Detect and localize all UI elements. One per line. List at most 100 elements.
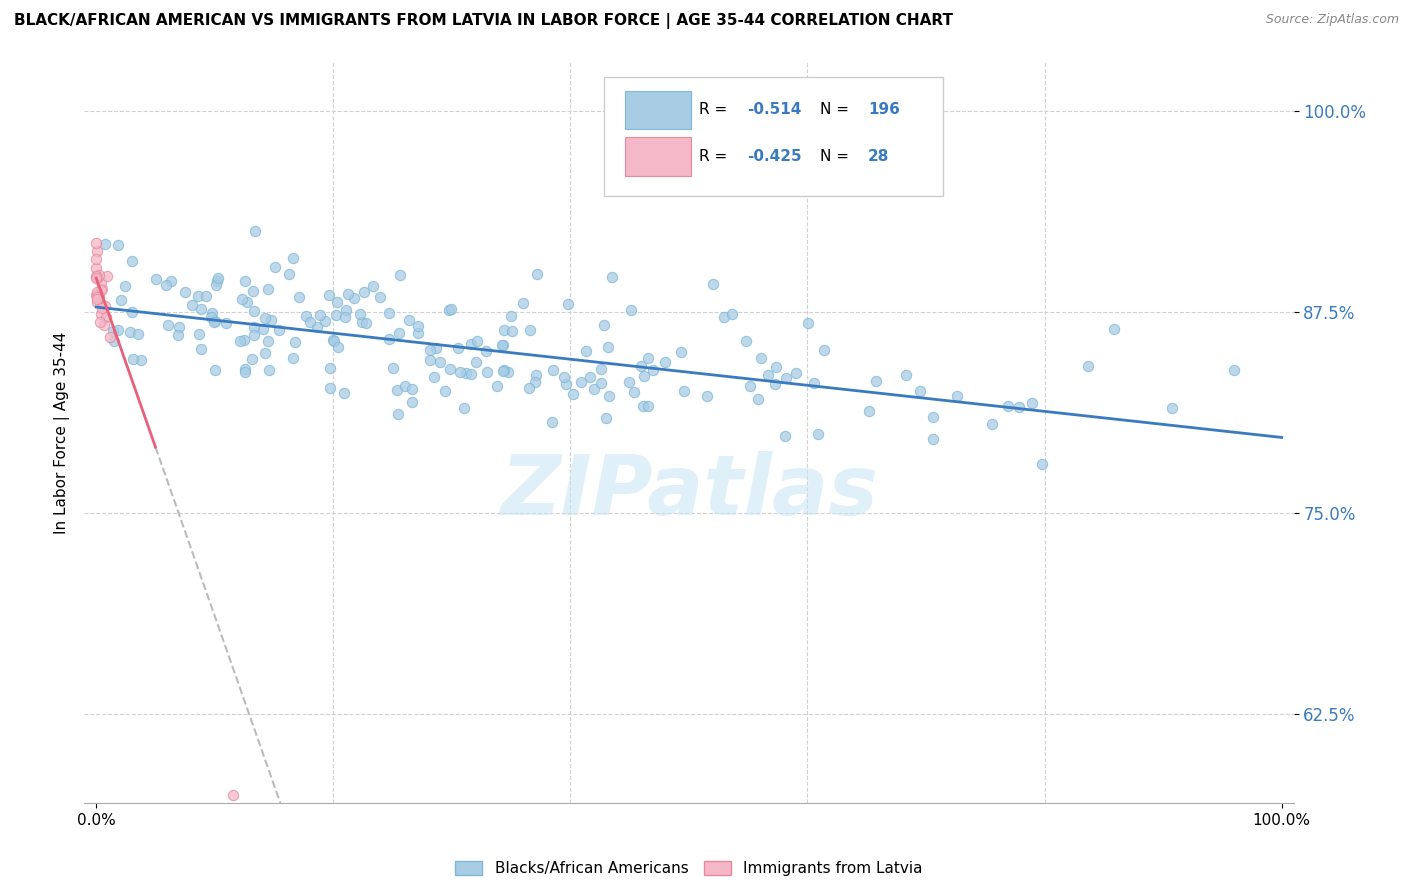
Point	[278, 267, 301, 281]
Point	[98, 329, 121, 343]
Point	[643, 362, 665, 376]
Point	[284, 334, 307, 349]
Point	[401, 395, 423, 409]
Point	[592, 318, 614, 332]
Point	[174, 285, 197, 299]
Point	[86, 295, 108, 310]
Point	[190, 342, 212, 356]
Point	[595, 411, 617, 425]
Point	[406, 326, 429, 341]
Point	[738, 378, 761, 392]
Point	[796, 316, 818, 330]
Point	[620, 302, 643, 317]
Point	[775, 370, 797, 384]
Point	[120, 326, 142, 340]
Point	[187, 326, 209, 341]
Legend: Blacks/African Americans, Immigrants from Latvia: Blacks/African Americans, Immigrants fro…	[449, 855, 929, 882]
Point	[314, 314, 336, 328]
Point	[363, 279, 385, 293]
Point	[89, 315, 111, 329]
Point	[204, 363, 226, 377]
Point	[499, 310, 522, 324]
Point	[449, 365, 471, 379]
Point	[190, 301, 212, 316]
Point	[894, 368, 917, 382]
Point	[633, 399, 655, 413]
Text: N =: N =	[820, 102, 853, 117]
Point	[378, 332, 401, 346]
Point	[240, 351, 263, 366]
Point	[485, 379, 508, 393]
Point	[233, 334, 256, 348]
Point	[1008, 401, 1031, 415]
Point	[1077, 359, 1099, 373]
Point	[145, 272, 167, 286]
Point	[454, 366, 477, 380]
Point	[589, 376, 612, 390]
Text: R =: R =	[699, 102, 731, 117]
Point	[121, 305, 143, 319]
Point	[350, 315, 373, 329]
Point	[205, 278, 228, 293]
Point	[326, 295, 349, 310]
Point	[86, 290, 108, 304]
Point	[735, 334, 758, 348]
Point	[89, 289, 111, 303]
Text: 28: 28	[868, 149, 889, 164]
Point	[394, 379, 416, 393]
Point	[598, 389, 620, 403]
Point	[578, 370, 600, 384]
Point	[243, 328, 266, 343]
Point	[84, 260, 107, 275]
Point	[524, 375, 547, 389]
Point	[167, 320, 190, 334]
Point	[561, 387, 583, 401]
Point	[94, 299, 117, 313]
Point	[267, 323, 290, 337]
Point	[865, 374, 887, 388]
Point	[127, 326, 149, 341]
Point	[633, 369, 655, 384]
Point	[349, 307, 371, 321]
Point	[305, 320, 328, 334]
Point	[401, 382, 423, 396]
Point	[422, 369, 444, 384]
Point	[166, 327, 188, 342]
Point	[908, 384, 931, 398]
Point	[517, 381, 540, 395]
Point	[368, 290, 391, 304]
Point	[554, 377, 576, 392]
Point	[229, 334, 252, 349]
Point	[325, 308, 347, 322]
Point	[353, 285, 375, 299]
Point	[90, 282, 112, 296]
Point	[492, 323, 515, 337]
Point	[385, 383, 408, 397]
Point	[283, 251, 305, 265]
Point	[107, 323, 129, 337]
Point	[94, 237, 117, 252]
Text: R =: R =	[699, 149, 731, 164]
Point	[319, 381, 342, 395]
Point	[207, 271, 229, 285]
Text: ZIPatlas: ZIPatlas	[501, 451, 877, 533]
Point	[713, 310, 735, 325]
Point	[378, 306, 401, 320]
Point	[318, 361, 340, 376]
Point	[204, 314, 226, 328]
Point	[569, 376, 592, 390]
Point	[433, 384, 456, 398]
Point	[519, 323, 541, 337]
Point	[696, 389, 718, 403]
Point	[1102, 322, 1125, 336]
Point	[86, 252, 108, 267]
Point	[387, 407, 409, 421]
Point	[114, 279, 136, 293]
Point	[233, 365, 256, 379]
Text: -0.514: -0.514	[747, 102, 801, 117]
Point	[202, 315, 225, 329]
Point	[440, 301, 463, 316]
Point	[122, 351, 145, 366]
Point	[465, 354, 488, 368]
Point	[93, 318, 115, 333]
